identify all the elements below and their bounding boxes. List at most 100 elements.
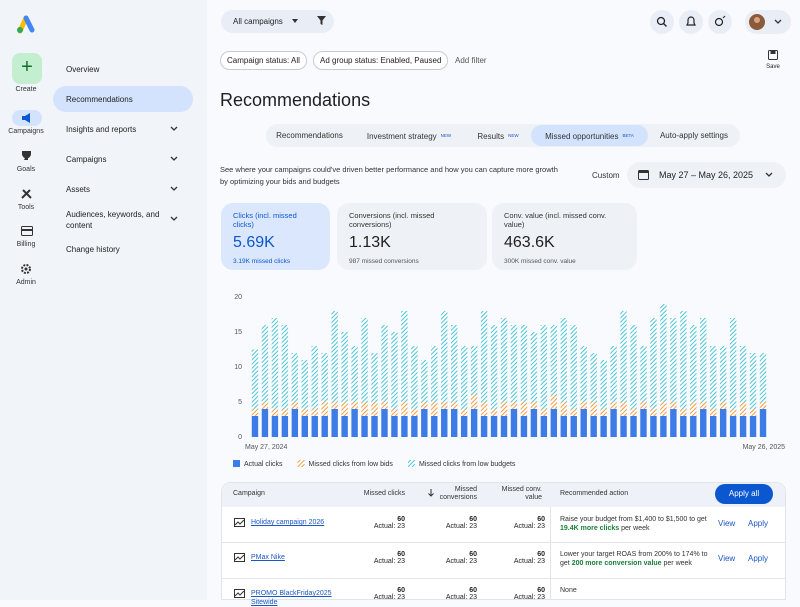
save-icon[interactable] [768, 50, 778, 60]
bar-segment [490, 409, 498, 416]
action-link[interactable]: Apply [748, 519, 769, 528]
y-tick-label: 10 [234, 364, 242, 371]
bar-segment [640, 346, 647, 402]
bar-segment [261, 402, 269, 409]
bar-segment [470, 346, 478, 395]
tab[interactable]: Recommendations [266, 125, 353, 146]
icon [21, 264, 31, 274]
rail-label[interactable]: Campaigns [8, 128, 44, 135]
action-link[interactable]: View [718, 519, 736, 528]
campaign-select[interactable] [221, 10, 334, 33]
bar-segment [281, 409, 289, 416]
metric-label: Conv. value (incl. missed conv. value) [504, 211, 607, 229]
action-text: Lower your target ROAS from 200% to 174%… [560, 551, 708, 567]
campaign-link[interactable]: PMax Nike [251, 554, 285, 561]
metric-value: 5.69K [233, 234, 275, 251]
filter-chip[interactable]: Ad group status: Enabled, Paused [313, 51, 449, 70]
tab[interactable]: Results NEW [465, 125, 531, 146]
icon [22, 113, 30, 123]
bar-segment [540, 325, 548, 409]
bar-segment [431, 402, 438, 416]
row-divider [222, 578, 785, 579]
metric-card[interactable]: Conv. value (incl. missed conv. value) 4… [492, 203, 637, 270]
metric-sub: 300K missed conv. value [504, 258, 576, 265]
campaign-select-label[interactable]: All campaigns [233, 17, 283, 26]
action-link[interactable]: View [718, 554, 736, 563]
metric-card[interactable]: Conversions (incl. missed conversions) 1… [337, 203, 487, 270]
action-text: None [560, 587, 577, 594]
nav-item[interactable]: Insights and reports [66, 125, 137, 134]
add-filter[interactable]: Add filter [455, 56, 487, 65]
bar-segment [271, 318, 279, 409]
column-header[interactable]: Missed clicks [363, 490, 405, 497]
bar-segment [311, 346, 318, 409]
tab-badge: BETA [622, 133, 634, 138]
bar-segment [680, 311, 687, 409]
bar-segment [401, 416, 408, 437]
bar-segment [341, 416, 348, 437]
legend-label: Actual clicks [244, 461, 283, 468]
tab-label[interactable]: Recommendations [276, 131, 343, 140]
bar-segment [301, 360, 308, 409]
nav-item[interactable]: Campaigns [66, 155, 107, 164]
bar-segment [490, 416, 498, 437]
nav-item[interactable]: Overview [66, 65, 100, 74]
icon [22, 151, 31, 160]
column-header[interactable]: Campaign [233, 490, 265, 497]
bar-segment [291, 402, 299, 409]
column-header[interactable]: Missed conversions [439, 486, 477, 501]
tab[interactable]: Auto-apply settings [648, 125, 740, 146]
nav-item[interactable]: Recommendations [66, 95, 133, 104]
y-tick-label: 20 [234, 294, 242, 301]
campaign-link[interactable]: PROMO BlackFriday2025 Sitewide [251, 590, 332, 606]
rail-label[interactable]: Billing [16, 241, 36, 248]
tab-label[interactable]: Auto-apply settings [659, 131, 729, 140]
bar-segment [630, 325, 637, 409]
column-header[interactable]: Missed conv. value [501, 486, 542, 501]
date-picker[interactable] [627, 162, 786, 188]
bar-segment [381, 409, 388, 437]
nav-item[interactable]: Change history [66, 245, 120, 254]
metric-card[interactable]: Clicks (incl. missed clicks) 5.69K 3.19K… [221, 203, 330, 270]
bar-segment [271, 416, 279, 437]
bar-segment [610, 409, 617, 437]
column-header[interactable]: Recommended action [560, 490, 629, 497]
campaign-link[interactable]: Holiday campaign 2026 [251, 519, 325, 526]
tab-label[interactable]: Missed opportunities [545, 132, 619, 141]
metric-cell: 60 Actual: 23 [355, 516, 405, 530]
apply-all-button[interactable]: Apply all [715, 484, 773, 504]
bar-segment [331, 409, 338, 437]
date-value[interactable]: May 27 – May 26, 2025 [659, 170, 754, 180]
rail-label[interactable]: Tools [17, 204, 35, 211]
bar-segment [600, 409, 607, 416]
bar-segment [381, 325, 388, 402]
bar-segment [690, 402, 697, 416]
bar-segment [660, 304, 667, 402]
tab[interactable]: Investment strategy NEW [353, 125, 465, 146]
action-link[interactable]: Apply [748, 554, 769, 563]
rail-label[interactable]: Goals [16, 166, 36, 173]
campaign-icon [234, 518, 245, 527]
tab-active[interactable]: Missed opportunities BETA [531, 125, 648, 146]
nav-item[interactable]: Audiences, keywords, and content [66, 210, 160, 230]
bar-segment [431, 416, 438, 437]
bar-segment [739, 416, 747, 437]
cell-value: 60 [469, 587, 477, 594]
bar-segment [441, 409, 448, 437]
cell-actual: Actual: 23 [373, 594, 405, 601]
bar-segment [690, 325, 697, 402]
bar-segment [640, 409, 647, 437]
tab-label[interactable]: Results [477, 132, 505, 141]
save-label[interactable]: Save [766, 64, 780, 70]
rail-label[interactable]: Create [15, 86, 37, 93]
bar-segment [460, 346, 468, 409]
rail-label[interactable]: Admin [16, 279, 36, 286]
action-text: 200 more conversion value [571, 560, 662, 567]
bar-segment [700, 409, 707, 437]
filter-chip[interactable]: Campaign status: All [220, 51, 307, 70]
create-button[interactable]: + [12, 53, 42, 84]
filter-icon[interactable] [316, 15, 327, 26]
tab-label[interactable]: Investment strategy [366, 132, 437, 141]
bar-segment [739, 346, 747, 402]
nav-item[interactable]: Assets [66, 185, 91, 194]
